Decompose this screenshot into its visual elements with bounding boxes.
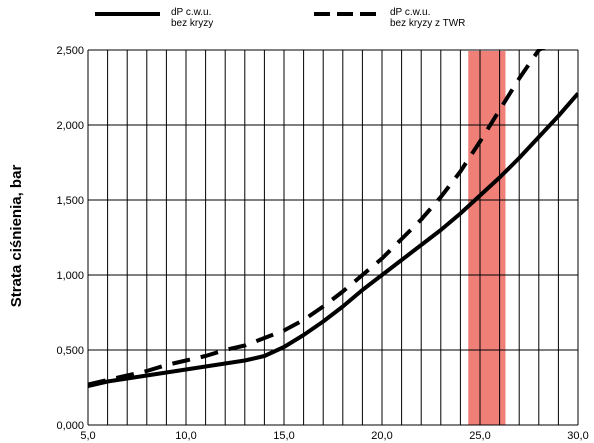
x-tick-label: 25,0	[469, 430, 490, 442]
legend: dP c.w.u. bez kryzy dP c.w.u. bez kryzy z T…	[95, 7, 465, 29]
grid-layer	[87, 49, 579, 426]
y-tick-label: 0,500	[56, 345, 84, 357]
x-tick-label: 15,0	[273, 430, 294, 442]
y-axis-label: Strata ciśnienia, bar	[8, 165, 25, 308]
legend-label-1: dP c.w.u. bez kryzy	[171, 7, 213, 29]
x-tick-label: 30,0	[567, 430, 588, 442]
series-line-2	[88, 49, 546, 387]
x-tick-label: 5,0	[80, 430, 95, 442]
legend-label-2: dP c.w.u. bez kryzy z TWR	[390, 7, 465, 29]
y-tick-label: 1,000	[56, 270, 84, 282]
y-tick-label: 2,000	[56, 120, 84, 132]
y-tick-label: 2,500	[56, 45, 84, 57]
axis-layer: 0,000 0,500 1,000 1,500 2,000 2,500 5,0 10,0 15,…	[56, 45, 588, 442]
x-tick-label: 20,0	[371, 430, 392, 442]
series-layer	[88, 49, 578, 388]
y-tick-label: 1,500	[56, 195, 84, 207]
series-line-1	[88, 92, 578, 388]
x-tick-label: 10,0	[175, 430, 196, 442]
y-tick-label: 0,000	[56, 420, 84, 432]
